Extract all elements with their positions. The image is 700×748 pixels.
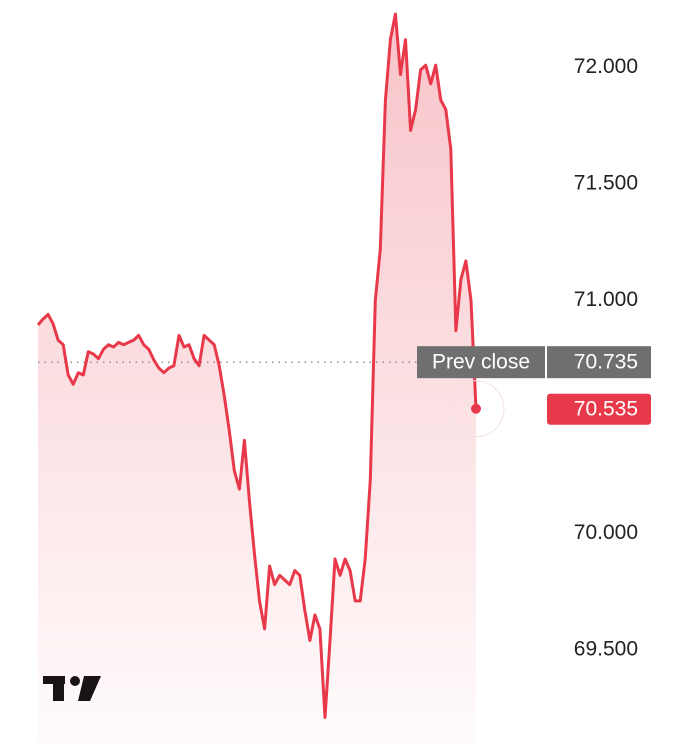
ref-value: 70.735 — [574, 351, 638, 374]
last-badge — [547, 393, 651, 425]
last-halo — [447, 380, 505, 438]
y-tick-label: 71.000 — [574, 288, 638, 311]
y-tick-label: 72.000 — [574, 55, 638, 78]
y-tick-label: 71.500 — [574, 172, 638, 195]
ref-badge — [417, 346, 545, 379]
last-point — [471, 403, 481, 414]
last-value: 70.535 — [574, 397, 638, 420]
ref-label: Prev close — [432, 351, 530, 374]
price-line — [36, 12, 478, 719]
y-tick-label: 70.000 — [574, 521, 638, 544]
y-tick-label: 69.500 — [574, 637, 638, 660]
ref-value-badge — [547, 346, 651, 379]
